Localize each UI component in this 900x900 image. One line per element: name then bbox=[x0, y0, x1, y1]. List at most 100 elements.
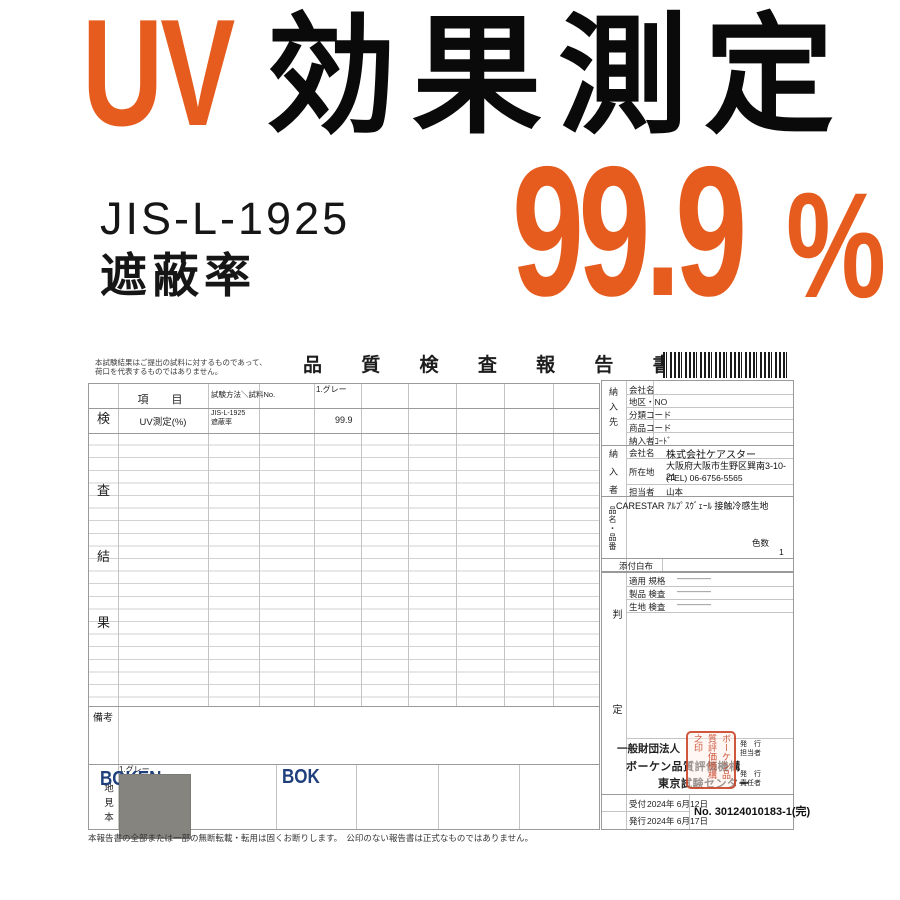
grid-line bbox=[626, 599, 793, 600]
field-label: 担当者 bbox=[629, 486, 655, 497]
grid-line bbox=[602, 811, 689, 812]
grid-line bbox=[208, 384, 209, 706]
column-header-item: 項 目 bbox=[137, 394, 189, 406]
shield-rate-label: 遮蔽率 bbox=[100, 249, 256, 302]
supplier-contact: 山本 bbox=[666, 486, 684, 497]
disclaimer-top: 本試験結果はご提出の試料に対するものであって、 荷口を代表するものではありません… bbox=[95, 358, 267, 376]
judge-row-value: ―――― bbox=[677, 586, 711, 596]
gray-fabric-swatch bbox=[119, 774, 191, 839]
grid-line bbox=[118, 384, 119, 829]
grid-line bbox=[626, 419, 793, 421]
field-label: 納入者ｺｰﾄﾞ bbox=[629, 435, 672, 446]
judge-row-label: 適用 規格 bbox=[629, 576, 666, 586]
judge-row-label: 生地 検査 bbox=[629, 602, 666, 612]
grid-line bbox=[602, 571, 793, 573]
row-method-jis: JIS-L-1925 遮蔽率 bbox=[211, 410, 246, 426]
field-label: 会社名 bbox=[629, 384, 655, 395]
test-result-table: 項 目 試験方法＼試料No. 1.グレー UV測定(%) JIS-L-1925 … bbox=[88, 383, 600, 839]
supplier-company: 株式会社ケアスター bbox=[666, 449, 756, 461]
judge-row-label: 製品 検査 bbox=[629, 589, 666, 599]
grid-line bbox=[626, 586, 793, 587]
boken-logo-partial: BOK bbox=[282, 766, 320, 788]
section-label-product: 品名・品番 bbox=[608, 506, 617, 551]
issue-staff-label: 発 行 担当者 bbox=[740, 741, 761, 757]
supplier-address: 大阪府大阪市生野区巽南3-10-21 bbox=[666, 461, 787, 482]
received-label: 受付 bbox=[629, 799, 647, 809]
grid-line bbox=[89, 706, 599, 707]
grid-line bbox=[662, 558, 663, 571]
grid-line bbox=[602, 794, 793, 795]
disclaimer-bottom: 本報告書の全部または一部の無断転載・転用は固くお断りします。 公印のない報告書は… bbox=[88, 833, 534, 843]
jis-standard-code: JIS-L-1925 bbox=[100, 193, 351, 244]
issued-label: 発行 bbox=[629, 816, 647, 826]
grid-line bbox=[89, 764, 599, 765]
grid-line bbox=[626, 406, 793, 408]
field-label: 地区・NO bbox=[629, 397, 668, 408]
row-value-99-9: 99.9 bbox=[335, 415, 353, 425]
grid-line bbox=[689, 794, 690, 829]
color-count-label: 色数 bbox=[752, 538, 770, 548]
field-label: 商品コード bbox=[629, 422, 672, 433]
grid-line bbox=[553, 384, 554, 706]
field-label: 分類コード bbox=[629, 410, 672, 421]
grid-line bbox=[653, 381, 654, 445]
issue-manager-label: 発 行 責任者 bbox=[740, 771, 761, 787]
row-item-uv: UV測定(%) bbox=[139, 417, 187, 428]
field-label: 会社名 bbox=[629, 448, 655, 458]
uv-label: UV bbox=[82, 0, 235, 158]
grid-line bbox=[408, 384, 409, 706]
grid-line bbox=[259, 384, 260, 706]
grid-line bbox=[356, 764, 357, 829]
issued-date: 2024年 6月17日 bbox=[647, 816, 708, 826]
report-title: 品 質 検 査 報 告 書 bbox=[303, 355, 689, 376]
grid-line bbox=[89, 433, 599, 434]
percent-sign: % bbox=[786, 161, 887, 329]
grid-line bbox=[361, 384, 362, 706]
issuer-line-1: 一般財団法人 bbox=[617, 743, 680, 755]
sample-column-header: 1.グレー bbox=[316, 385, 347, 394]
grid-line bbox=[626, 393, 793, 395]
empty-result-rows bbox=[89, 433, 599, 706]
attached-cloth-label: 添付白布 bbox=[619, 561, 654, 571]
side-char-1: 検 bbox=[97, 411, 111, 426]
shield-rate-value: 99.9 bbox=[512, 129, 747, 335]
judge-row-value: ―――― bbox=[677, 599, 711, 609]
grid-line bbox=[276, 764, 277, 829]
page-title: 効果測定 bbox=[266, 3, 851, 149]
grid-line bbox=[456, 384, 457, 706]
product-name: CARESTAR ｱﾙﾌﾟｽｳﾞｪｰﾙ 接触冷感生地 bbox=[616, 501, 769, 511]
grid-line bbox=[602, 558, 793, 559]
sample-caption: 1.グレー bbox=[119, 765, 150, 774]
judge-row-value: ―――― bbox=[677, 573, 711, 583]
fabric-sample-side-label: 地見本 bbox=[102, 783, 113, 827]
report-info-panel: 納入先 会社名 地区・NO 分類コード 商品コード 納入者ｺｰﾄﾞ 納入者 会社… bbox=[601, 380, 810, 830]
barcode-icon bbox=[663, 352, 790, 378]
grid-line bbox=[626, 484, 793, 485]
section-label-supplier: 納入者 bbox=[608, 449, 618, 503]
field-label: 所在地 bbox=[629, 467, 655, 477]
report-number: No. 30124010183-1(完) bbox=[694, 806, 811, 818]
side-char-3: 結 bbox=[97, 549, 111, 564]
grid-line bbox=[602, 445, 793, 446]
red-seal-stamp-icon: ボーケン品質評価機構之印 bbox=[686, 731, 736, 789]
remarks-label: 備考 bbox=[93, 713, 113, 724]
grid-line bbox=[314, 384, 315, 706]
grid-line bbox=[602, 496, 793, 497]
column-header-method: 試験方法＼試料No. bbox=[211, 390, 276, 399]
grid-line bbox=[519, 764, 520, 829]
grid-line bbox=[626, 458, 793, 459]
side-char-2: 査 bbox=[97, 483, 111, 498]
grid-line bbox=[438, 764, 439, 829]
section-label-judgement: 判定 bbox=[610, 609, 621, 799]
grid-line bbox=[626, 381, 627, 829]
received-date: 2024年 6月12日 bbox=[647, 799, 708, 809]
section-label-destination: 納入先 bbox=[608, 387, 618, 432]
grid-line bbox=[626, 432, 793, 434]
supplier-tel: (TEL) 06-6756-5565 bbox=[666, 473, 743, 483]
color-count-value: 1 bbox=[779, 547, 784, 557]
side-char-4: 果 bbox=[97, 615, 111, 630]
grid-line bbox=[626, 612, 793, 613]
grid-line bbox=[89, 408, 599, 409]
grid-line bbox=[504, 384, 505, 706]
